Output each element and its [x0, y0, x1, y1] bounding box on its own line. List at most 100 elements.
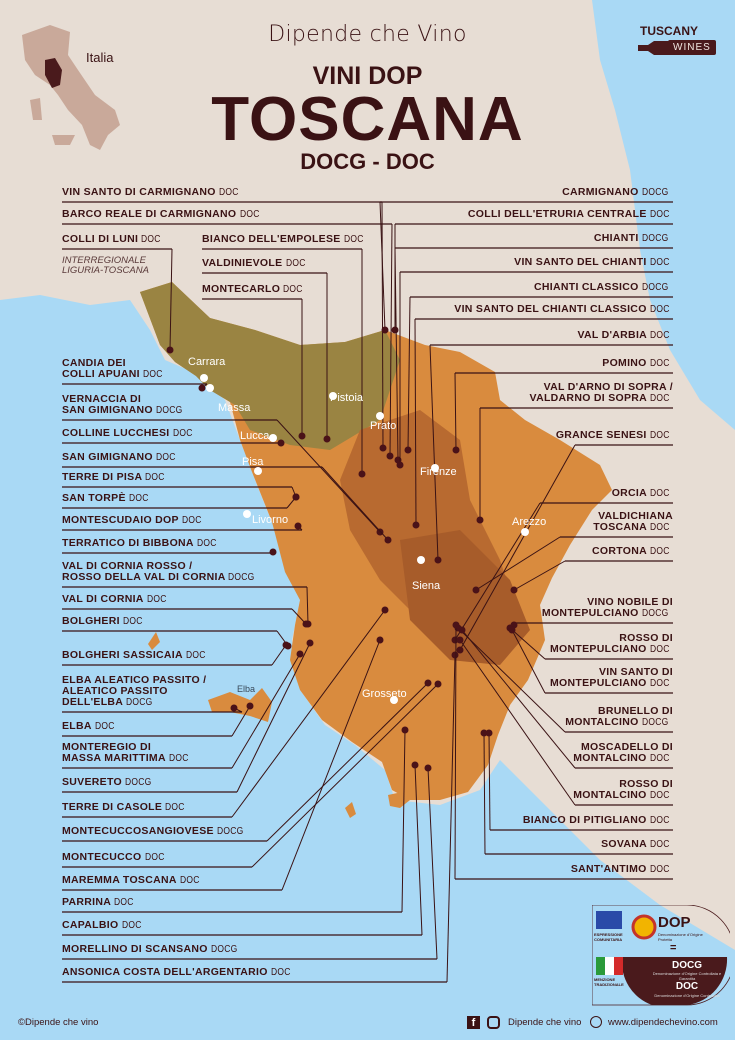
appellation-dot[interactable]: [386, 452, 394, 460]
note-line: LIGURIA-TOSCANA: [62, 265, 149, 276]
appellation-dot[interactable]: [508, 626, 516, 634]
equals-sign: =: [670, 942, 677, 954]
facebook-icon[interactable]: f: [467, 1016, 480, 1029]
appellation-type: DOC: [649, 488, 670, 499]
appellation-dot[interactable]: [198, 384, 206, 392]
label-right: POMINO DOC: [602, 358, 673, 370]
appellation-dot[interactable]: [358, 470, 366, 478]
appellation-type: DOC: [146, 594, 167, 605]
appellation-dot[interactable]: [269, 548, 277, 556]
appellation-name: TERRE DI PISA DOC: [62, 471, 165, 484]
label-right: COLLI DELL'ETRURIA CENTRALE DOC: [468, 209, 673, 221]
appellation-type: DOC: [168, 753, 189, 764]
interregional-note: INTERREGIONALE LIGURIA-TOSCANA: [62, 256, 149, 276]
city-markers: [200, 374, 529, 704]
appellation-dot[interactable]: [451, 636, 459, 644]
appellation-dot[interactable]: [384, 536, 392, 544]
appellation-dot[interactable]: [472, 586, 480, 594]
appellation-dot[interactable]: [456, 646, 464, 654]
city-label: Siena: [412, 580, 441, 592]
appellation-dot[interactable]: [456, 636, 464, 644]
appellation-dot[interactable]: [246, 702, 254, 710]
label-right: CHIANTI CLASSICO DOCG: [534, 282, 673, 294]
appellation-dot[interactable]: [401, 726, 409, 734]
appellation-name: MONTECUCCO DOC: [62, 851, 165, 864]
appellation-name: COLLINE LUCCHESI DOC: [62, 427, 193, 440]
appellation-dot[interactable]: [298, 432, 306, 440]
appellation-name: VAL DI CORNIA ROSSO /: [62, 560, 193, 572]
appellation-dot[interactable]: [452, 621, 460, 629]
appellation-dot[interactable]: [424, 764, 432, 772]
appellation-name: PARRINA DOC: [62, 896, 134, 909]
montalcino-region: [400, 530, 530, 665]
label-left: ELBA DOC: [62, 721, 118, 733]
appellation-dot[interactable]: [381, 326, 389, 334]
badge-bottom: WINES: [668, 40, 716, 55]
appellation-dot[interactable]: [166, 346, 174, 354]
appellation-name: TERRE DI CASOLE DOC: [62, 801, 186, 814]
appellation-type: DOC: [196, 538, 217, 549]
appellation-dot[interactable]: [476, 516, 484, 524]
appellation-dot[interactable]: [296, 650, 304, 658]
leader-line: [394, 247, 399, 461]
appellation-dot[interactable]: [381, 606, 389, 614]
appellation-dot[interactable]: [458, 626, 466, 634]
appellation-name: ROSSO DI: [619, 778, 673, 790]
appellation-dot[interactable]: [412, 521, 420, 529]
appellation-dot[interactable]: [379, 444, 387, 452]
docg-label: DOCG: [672, 960, 702, 971]
appellation-type: DOC: [179, 875, 200, 886]
appellation-dot[interactable]: [411, 761, 419, 769]
appellation-dot[interactable]: [302, 620, 310, 628]
appellation-dot[interactable]: [277, 439, 285, 447]
appellation-type: DOCG: [217, 826, 244, 837]
appellation-type: DOC: [121, 920, 142, 931]
label-left: MONTECARLO DOC: [202, 284, 307, 296]
appellation-dot[interactable]: [292, 493, 300, 501]
appellation-dot[interactable]: [485, 729, 493, 737]
appellation-dot[interactable]: [452, 446, 460, 454]
adriatic-sea: [592, 0, 735, 430]
label-left: TERRE DI CASOLE DOC: [62, 801, 189, 814]
appellation-dot[interactable]: [396, 461, 404, 469]
label-right: BIANCO DI PITIGLIANO DOC: [523, 815, 673, 827]
appellation-name: BRUNELLO DI: [597, 705, 673, 717]
appellation-dot[interactable]: [434, 680, 442, 688]
appellation-dot[interactable]: [451, 651, 459, 659]
leader-line: [513, 560, 566, 591]
appellation-type: DOC: [343, 234, 364, 245]
appellation-name: VAL D'ARNO DI SOPRA /: [543, 381, 673, 393]
appellation-dot[interactable]: [480, 729, 488, 737]
appellation-name: CANDIA DEI: [62, 357, 126, 369]
instagram-icon[interactable]: [487, 1016, 500, 1029]
appellation-dot[interactable]: [282, 641, 290, 649]
appellation-name: ORCIA DOC: [611, 487, 670, 500]
appellation-type: DOCG: [641, 282, 669, 293]
leader-line: [379, 201, 386, 331]
label-right: VALDICHIANA TOSCANA DOC: [593, 511, 673, 534]
appellation-type: DOC: [649, 753, 670, 764]
appellation-type: DOC: [185, 650, 206, 661]
appellation-type: DOC: [649, 330, 670, 341]
dop-desc: Denominazione d'Origine Protetta: [658, 932, 703, 942]
appellation-dot[interactable]: [404, 446, 412, 454]
appellation-dot[interactable]: [510, 586, 518, 594]
appellation-dot[interactable]: [230, 704, 238, 712]
appellation-dot[interactable]: [294, 522, 302, 530]
appellation-dot[interactable]: [391, 326, 399, 334]
appellation-dot[interactable]: [424, 679, 432, 687]
appellation-name: VIN SANTO DI CARMIGNANO DOC: [62, 186, 239, 199]
website-link[interactable]: www.dipendechevino.com: [608, 1017, 718, 1028]
appellation-type: DOCG: [641, 187, 669, 198]
appellation-type: DOC: [649, 209, 670, 220]
it-caption: MENZIONE TRADIZIONALE: [594, 977, 624, 987]
appellation-dot[interactable]: [306, 639, 314, 647]
appellation-dot[interactable]: [323, 435, 331, 443]
label-left: COLLI DI LUNI DOC: [62, 234, 165, 246]
label-left: ANSONICA COSTA DELL'ARGENTARIO DOC: [62, 967, 294, 979]
leader-line: [459, 444, 576, 651]
appellation-dot[interactable]: [434, 556, 442, 564]
city-marker: [376, 412, 384, 420]
social-handle[interactable]: Dipende che vino: [508, 1017, 582, 1028]
appellation-dot[interactable]: [376, 636, 384, 644]
